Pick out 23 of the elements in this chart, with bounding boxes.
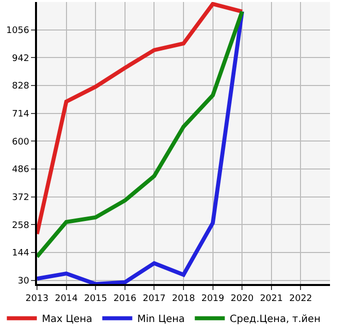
x-tick-label: 2014 <box>54 294 78 304</box>
x-tick-label: 2018 <box>172 294 196 304</box>
x-tick-label: 2022 <box>289 294 312 304</box>
x-tick-label: 2020 <box>230 294 254 304</box>
y-tick-label: 600 <box>12 137 30 148</box>
y-tick-label: 1056 <box>6 26 30 36</box>
legend-label: Сред.Цена, т.йен <box>230 314 321 326</box>
x-tick-label: 2019 <box>201 294 225 304</box>
y-tick-label: 714 <box>12 109 30 120</box>
x-tick-label: 2016 <box>113 294 137 304</box>
y-tick-label: 372 <box>12 192 30 203</box>
x-tick-label: 2017 <box>142 294 166 304</box>
x-tick-label: 2013 <box>26 294 48 304</box>
y-tick-label: 258 <box>12 220 30 231</box>
x-tick-label: 2015 <box>84 294 108 304</box>
x-tick-label: 2021 <box>260 294 283 304</box>
y-tick-label: 30 <box>18 276 30 286</box>
y-tick-label: 942 <box>12 54 30 64</box>
legend-label: Min Цена <box>137 314 185 326</box>
y-tick-label: 486 <box>12 165 30 176</box>
y-tick-label: 828 <box>12 82 30 92</box>
legend-label: Max Цена <box>42 314 92 326</box>
y-tick-label: 144 <box>12 248 30 259</box>
